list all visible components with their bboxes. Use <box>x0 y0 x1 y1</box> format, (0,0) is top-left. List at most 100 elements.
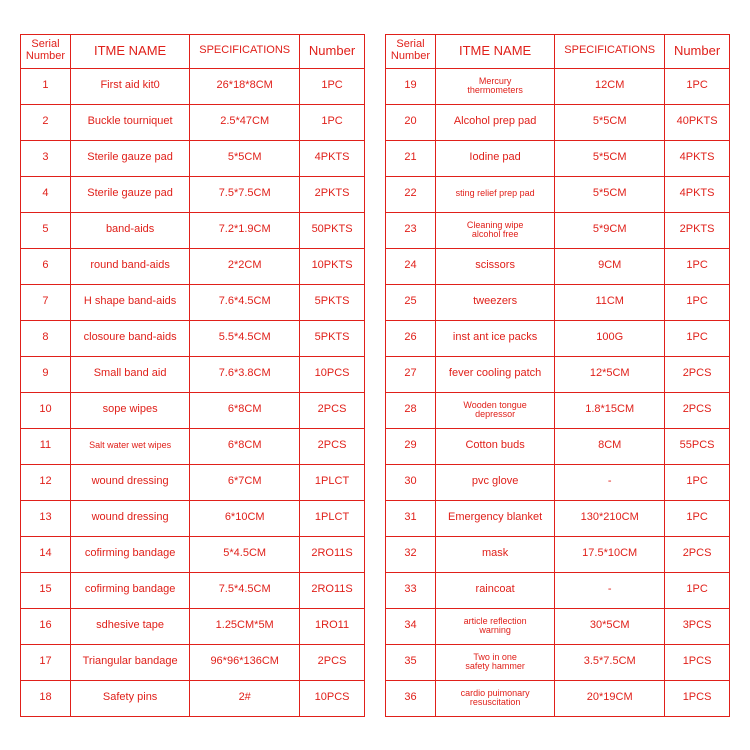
cell-spec: 6*10CM <box>190 500 300 536</box>
cell-num: 2PCS <box>300 428 365 464</box>
cell-spec: 7.2*1.9CM <box>190 212 300 248</box>
table-row: 12wound dressing6*7CM1PLCT <box>21 464 365 500</box>
col-spec: SPECIFICATIONS <box>190 34 300 68</box>
cell-serial: 17 <box>21 644 71 680</box>
cell-spec: 6*8CM <box>190 428 300 464</box>
cell-name: Mercurythermometers <box>435 68 554 104</box>
cell-num: 55PCS <box>665 428 730 464</box>
cell-spec: 7.6*3.8CM <box>190 356 300 392</box>
cell-num: 1PC <box>665 464 730 500</box>
cell-serial: 19 <box>386 68 436 104</box>
cell-name: Buckle tourniquet <box>70 104 189 140</box>
cell-num: 1PC <box>665 284 730 320</box>
cell-name: Wooden tonguedepressor <box>435 392 554 428</box>
cell-serial: 26 <box>386 320 436 356</box>
table-row: 34article reflectionwarning30*5CM3PCS <box>386 608 730 644</box>
table-row: 26inst ant ice packs100G1PC <box>386 320 730 356</box>
cell-name: Cleaning wipealcohol free <box>435 212 554 248</box>
cell-name: fever cooling patch <box>435 356 554 392</box>
cell-name: Two in onesafety hammer <box>435 644 554 680</box>
cell-num: 1PC <box>665 500 730 536</box>
cell-serial: 25 <box>386 284 436 320</box>
cell-num: 5PKTS <box>300 284 365 320</box>
cell-num: 1PLCT <box>300 500 365 536</box>
table-row: 7H shape band-aids7.6*4.5CM5PKTS <box>21 284 365 320</box>
cell-num: 1PC <box>300 68 365 104</box>
cell-spec: 12CM <box>555 68 665 104</box>
cell-num: 4PKTS <box>300 140 365 176</box>
cell-serial: 33 <box>386 572 436 608</box>
right-thead: Serial Number ITME NAME SPECIFICATIONS N… <box>386 34 730 68</box>
col-serial: Serial Number <box>21 34 71 68</box>
table-row: 33raincoat-1PC <box>386 572 730 608</box>
table-row: 31Emergency blanket130*210CM1PC <box>386 500 730 536</box>
left-tbody: 1First aid kit026*18*8CM1PC2Buckle tourn… <box>21 68 365 716</box>
cell-spec: 1.8*15CM <box>555 392 665 428</box>
cell-spec: - <box>555 572 665 608</box>
cell-num: 1PCS <box>665 680 730 716</box>
cell-spec: 7.6*4.5CM <box>190 284 300 320</box>
cell-num: 50PKTS <box>300 212 365 248</box>
cell-spec: 7.5*7.5CM <box>190 176 300 212</box>
table-row: 1First aid kit026*18*8CM1PC <box>21 68 365 104</box>
cell-serial: 6 <box>21 248 71 284</box>
cell-serial: 5 <box>21 212 71 248</box>
cell-num: 4PKTS <box>665 176 730 212</box>
left-table-wrap: Serial Number ITME NAME SPECIFICATIONS N… <box>20 34 365 717</box>
cell-spec: 9CM <box>555 248 665 284</box>
cell-num: 1RO11 <box>300 608 365 644</box>
cell-spec: 2*2CM <box>190 248 300 284</box>
cell-name: Sterile gauze pad <box>70 140 189 176</box>
cell-num: 10PCS <box>300 356 365 392</box>
cell-name: cardio puimonaryresuscitation <box>435 680 554 716</box>
cell-serial: 35 <box>386 644 436 680</box>
cell-spec: 6*7CM <box>190 464 300 500</box>
col-num: Number <box>665 34 730 68</box>
cell-num: 3PCS <box>665 608 730 644</box>
table-row: 35Two in onesafety hammer3.5*7.5CM1PCS <box>386 644 730 680</box>
table-row: 9Small band aid7.6*3.8CM10PCS <box>21 356 365 392</box>
cell-spec: 30*5CM <box>555 608 665 644</box>
cell-serial: 23 <box>386 212 436 248</box>
cell-name: First aid kit0 <box>70 68 189 104</box>
table-row: 17Triangular bandage96*96*136CM2PCS <box>21 644 365 680</box>
table-row: 16sdhesive tape1.25CM*5M1RO11 <box>21 608 365 644</box>
table-row: 2Buckle tourniquet2.5*47CM1PC <box>21 104 365 140</box>
table-row: 14cofirming bandage5*4.5CM2RO11S <box>21 536 365 572</box>
cell-spec: - <box>555 464 665 500</box>
cell-serial: 24 <box>386 248 436 284</box>
cell-serial: 28 <box>386 392 436 428</box>
cell-num: 1PCS <box>665 644 730 680</box>
cell-spec: 5*4.5CM <box>190 536 300 572</box>
cell-spec: 11CM <box>555 284 665 320</box>
cell-spec: 20*19CM <box>555 680 665 716</box>
cell-num: 4PKTS <box>665 140 730 176</box>
cell-name: H shape band-aids <box>70 284 189 320</box>
table-row: 20Alcohol prep pad5*5CM40PKTS <box>386 104 730 140</box>
table-row: 21Iodine pad5*5CM4PKTS <box>386 140 730 176</box>
table-row: 15cofirming bandage7.5*4.5CM2RO11S <box>21 572 365 608</box>
cell-spec: 5.5*4.5CM <box>190 320 300 356</box>
cell-name: Safety pins <box>70 680 189 716</box>
header-row: Serial Number ITME NAME SPECIFICATIONS N… <box>21 34 365 68</box>
right-table-wrap: Serial Number ITME NAME SPECIFICATIONS N… <box>385 34 730 717</box>
cell-name: round band-aids <box>70 248 189 284</box>
table-row: 27fever cooling patch12*5CM2PCS <box>386 356 730 392</box>
table-row: 19Mercurythermometers12CM1PC <box>386 68 730 104</box>
table-row: 30pvc glove-1PC <box>386 464 730 500</box>
table-row: 18Safety pins2#10PCS <box>21 680 365 716</box>
cell-spec: 12*5CM <box>555 356 665 392</box>
right-tbody: 19Mercurythermometers12CM1PC20Alcohol pr… <box>386 68 730 716</box>
cell-num: 1PC <box>665 320 730 356</box>
cell-name: Alcohol prep pad <box>435 104 554 140</box>
cell-spec: 5*5CM <box>555 140 665 176</box>
table-row: 36cardio puimonaryresuscitation20*19CM1P… <box>386 680 730 716</box>
cell-spec: 100G <box>555 320 665 356</box>
cell-num: 40PKTS <box>665 104 730 140</box>
cell-spec: 7.5*4.5CM <box>190 572 300 608</box>
cell-name: Salt water wet wipes <box>70 428 189 464</box>
cell-name: Triangular bandage <box>70 644 189 680</box>
cell-name: tweezers <box>435 284 554 320</box>
cell-num: 2PCS <box>300 392 365 428</box>
cell-spec: 130*210CM <box>555 500 665 536</box>
